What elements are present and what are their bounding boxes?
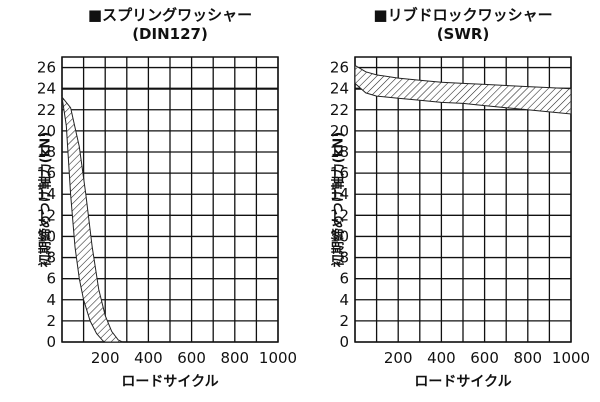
chart-title: ■リブドロックワッシャー (SWR) xyxy=(355,6,571,44)
y-tick-label: 18 xyxy=(37,143,56,161)
x-tick-label: 800 xyxy=(513,349,542,367)
chart-title-text: ■スプリングワッシャー xyxy=(87,6,253,24)
plot-frame xyxy=(61,56,279,343)
y-tick-label: 26 xyxy=(37,59,56,77)
y-tick-label: 12 xyxy=(330,206,349,224)
y-tick-label: 16 xyxy=(37,164,56,182)
y-tick-label: 18 xyxy=(330,143,349,161)
y-tick-label: 0 xyxy=(46,333,56,351)
y-tick-label: 22 xyxy=(37,101,56,119)
y-tick-label: 16 xyxy=(330,164,349,182)
series-band xyxy=(354,64,572,115)
y-tick-label: 4 xyxy=(339,291,349,309)
y-tick-label: 24 xyxy=(37,80,56,98)
chart-subtitle: (SWR) xyxy=(436,25,490,43)
series-band xyxy=(61,95,123,343)
y-tick-label: 2 xyxy=(339,312,349,330)
y-tick-label: 8 xyxy=(339,249,349,267)
chart-title-text: ■リブドロックワッシャー xyxy=(373,6,553,24)
y-tick-label: 6 xyxy=(339,270,349,288)
x-tick-label: 200 xyxy=(91,349,120,367)
x-tick-label: 800 xyxy=(220,349,249,367)
y-tick-label: 8 xyxy=(46,249,56,267)
y-tick-label: 2 xyxy=(46,312,56,330)
x-tick-label: 600 xyxy=(470,349,499,367)
y-tick-label: 6 xyxy=(46,270,56,288)
x-axis-label: ロードサイクル xyxy=(121,374,219,390)
chart-subtitle: (DIN127) xyxy=(132,25,208,43)
x-tick-label: 400 xyxy=(134,349,163,367)
chart-title: ■スプリングワッシャー (DIN127) xyxy=(62,6,278,44)
y-tick-label: 20 xyxy=(330,122,349,140)
y-tick-label: 10 xyxy=(330,227,349,245)
y-tick-label: 4 xyxy=(46,291,56,309)
y-tick-label: 0 xyxy=(339,333,349,351)
y-tick-label: 12 xyxy=(37,206,56,224)
y-tick-label: 14 xyxy=(37,185,56,203)
y-tick-label: 26 xyxy=(330,59,349,77)
x-tick-label: 600 xyxy=(177,349,206,367)
y-tick-label: 22 xyxy=(330,101,349,119)
x-tick-label: 1000 xyxy=(552,349,590,367)
x-tick-label: 1000 xyxy=(259,349,297,367)
x-tick-label: 200 xyxy=(384,349,413,367)
plot-frame xyxy=(354,56,572,343)
y-tick-label: 20 xyxy=(37,122,56,140)
y-tick-label: 24 xyxy=(330,80,349,98)
x-tick-label: 400 xyxy=(427,349,456,367)
x-axis-label: ロードサイクル xyxy=(414,374,512,390)
y-tick-label: 10 xyxy=(37,227,56,245)
y-tick-label: 14 xyxy=(330,185,349,203)
